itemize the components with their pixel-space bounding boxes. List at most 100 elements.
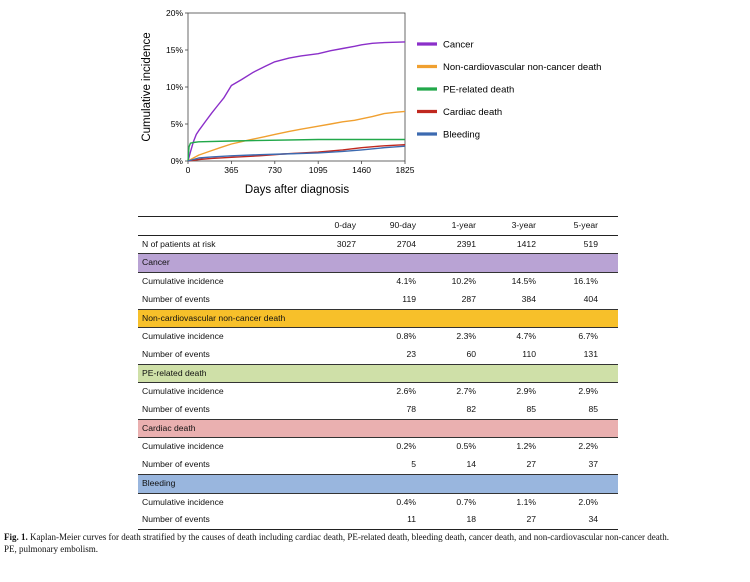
- row-label: Number of events: [142, 404, 210, 415]
- plot-frame: [187, 12, 406, 162]
- table-cell: 4.7%: [516, 331, 536, 342]
- series-line-non-cardiovascular-non-cancer-death: [187, 110, 406, 162]
- table-cell: 2704: [396, 238, 416, 249]
- table-cell: [316, 438, 376, 456]
- group-header-row: Non-cardiovascular non-cancer death: [138, 308, 618, 329]
- table-cell: 2391: [456, 238, 476, 249]
- x-tick-label: 1460: [352, 165, 371, 175]
- table-header-row: 0-day 90-day 1-year 3-year 5-year: [138, 216, 618, 236]
- table-cell: [316, 401, 376, 419]
- table-cell: 85: [588, 404, 598, 415]
- axis-ticks: 0% 5% 10% 15% 20% 0 365 730 1095 1460 1825: [166, 8, 415, 175]
- table-cell: 0.2%: [396, 441, 416, 452]
- legend-label: Non-cardiovascular non-cancer death: [443, 62, 601, 73]
- caption-label: Fig. 1.: [4, 532, 28, 542]
- table-cell: 60: [466, 348, 476, 359]
- table-cell: 2.6%: [396, 386, 416, 397]
- column-header: 3-year: [496, 216, 556, 236]
- table-cell: 131: [583, 348, 598, 359]
- row-label: Cumulative incidence: [142, 496, 224, 507]
- x-tick-label: 0: [186, 165, 191, 175]
- table-cell: 10.2%: [451, 276, 476, 287]
- table-cell: 14: [466, 459, 476, 470]
- group-name: Bleeding: [138, 473, 618, 494]
- table-cell: 16.1%: [573, 276, 598, 287]
- series-lines: [187, 41, 406, 162]
- column-header: 0-day: [316, 216, 376, 236]
- table-cell: [316, 493, 376, 511]
- events-row: Number of events 11 18 27 34: [138, 511, 618, 530]
- x-tick-label: 730: [268, 165, 282, 175]
- at-risk-row: N of patients at risk 3027 2704 2391 1412 519: [138, 235, 618, 254]
- column-header: 5-year: [556, 216, 618, 236]
- table-cell: 27: [496, 511, 556, 530]
- group-header-row: Cancer: [138, 253, 618, 274]
- table-cell: 34: [556, 511, 618, 530]
- figure-caption: Fig. 1. Kaplan-Meier curves for death st…: [4, 531, 744, 555]
- table-cell: [316, 511, 376, 530]
- events-row: Number of events 23 60 110 131: [138, 346, 618, 364]
- legend-label: Bleeding: [443, 130, 480, 141]
- legend-label: PE-related death: [443, 85, 514, 96]
- y-tick-label: 0%: [171, 156, 184, 166]
- events-row: Number of events 119 287 384 404: [138, 291, 618, 309]
- table-cell: 14.5%: [511, 276, 536, 287]
- table-cell: 0.8%: [396, 331, 416, 342]
- table-cell: 1.2%: [516, 441, 536, 452]
- risk-table: 0-day 90-day 1-year 3-year 5-year N of patie…: [138, 216, 618, 530]
- table-cell: 85: [526, 404, 536, 415]
- group-name: PE-related death: [138, 363, 618, 384]
- legend: Cancer Non-cardiovascular non-cancer deat…: [417, 40, 601, 141]
- table-cell: 2.9%: [516, 386, 536, 397]
- legend-label: Cancer: [443, 40, 474, 51]
- incidence-row: Cumulative incidence 0.4% 0.7% 1.1% 2.0%: [138, 493, 618, 511]
- group-header-row: Cardiac death: [138, 418, 618, 439]
- row-label: Number of events: [138, 511, 316, 530]
- events-row: Number of events 78 82 85 85: [138, 401, 618, 419]
- table-cell: 0.4%: [396, 496, 416, 507]
- table-cell: 2.2%: [578, 441, 598, 452]
- table-cell: [316, 273, 376, 291]
- row-label: Number of events: [142, 348, 210, 359]
- row-header-column: [138, 216, 316, 236]
- table-cell: 0.5%: [456, 441, 476, 452]
- row-label: Cumulative incidence: [142, 441, 224, 452]
- table-cell: 2.9%: [578, 386, 598, 397]
- table-cell: 37: [588, 459, 598, 470]
- column-header: 90-day: [376, 216, 436, 236]
- table-cell: 2.3%: [456, 331, 476, 342]
- table-cell: 82: [466, 404, 476, 415]
- y-tick-label: 20%: [166, 8, 183, 18]
- row-label: Number of events: [142, 293, 210, 304]
- table-cell: 119: [402, 293, 416, 304]
- incidence-row: Cumulative incidence 0.2% 0.5% 1.2% 2.2%: [138, 438, 618, 456]
- table-cell: 18: [436, 511, 496, 530]
- table-cell: 384: [521, 293, 536, 304]
- table-cell: 6.7%: [578, 331, 598, 342]
- group-name: Non-cardiovascular non-cancer death: [138, 308, 618, 329]
- legend-label: Cardiac death: [443, 107, 502, 118]
- group-name: Cardiac death: [138, 418, 618, 439]
- km-chart: 0% 5% 10% 15% 20% 0 365 730 1095 1460 1825 Cancer N…: [141, 8, 601, 196]
- table-cell: 404: [583, 293, 598, 304]
- group-header-row: PE-related death: [138, 363, 618, 384]
- table-cell: 2.0%: [578, 496, 598, 507]
- events-row: Number of events 5 14 27 37: [138, 456, 618, 474]
- table-cell: 11: [376, 511, 436, 530]
- caption-abbrev: PE, pulmonary embolism.: [4, 544, 98, 554]
- table-cell: 23: [406, 348, 416, 359]
- row-label: Number of events: [142, 459, 210, 470]
- table-cell: [316, 456, 376, 474]
- table-cell: [316, 328, 376, 346]
- series-line-cancer: [187, 41, 406, 162]
- y-tick-label: 5%: [171, 119, 184, 129]
- group-name: Cancer: [138, 253, 618, 274]
- table-cell: [316, 291, 376, 309]
- y-axis-label: Cumulative incidence: [141, 32, 153, 141]
- y-tick-label: 10%: [166, 82, 183, 92]
- table-cell: 78: [406, 404, 416, 415]
- table-cell: 2.7%: [456, 386, 476, 397]
- x-tick-label: 1095: [309, 165, 328, 175]
- y-tick-label: 15%: [166, 45, 183, 55]
- incidence-row: Cumulative incidence 0.8% 2.3% 4.7% 6.7%: [138, 328, 618, 346]
